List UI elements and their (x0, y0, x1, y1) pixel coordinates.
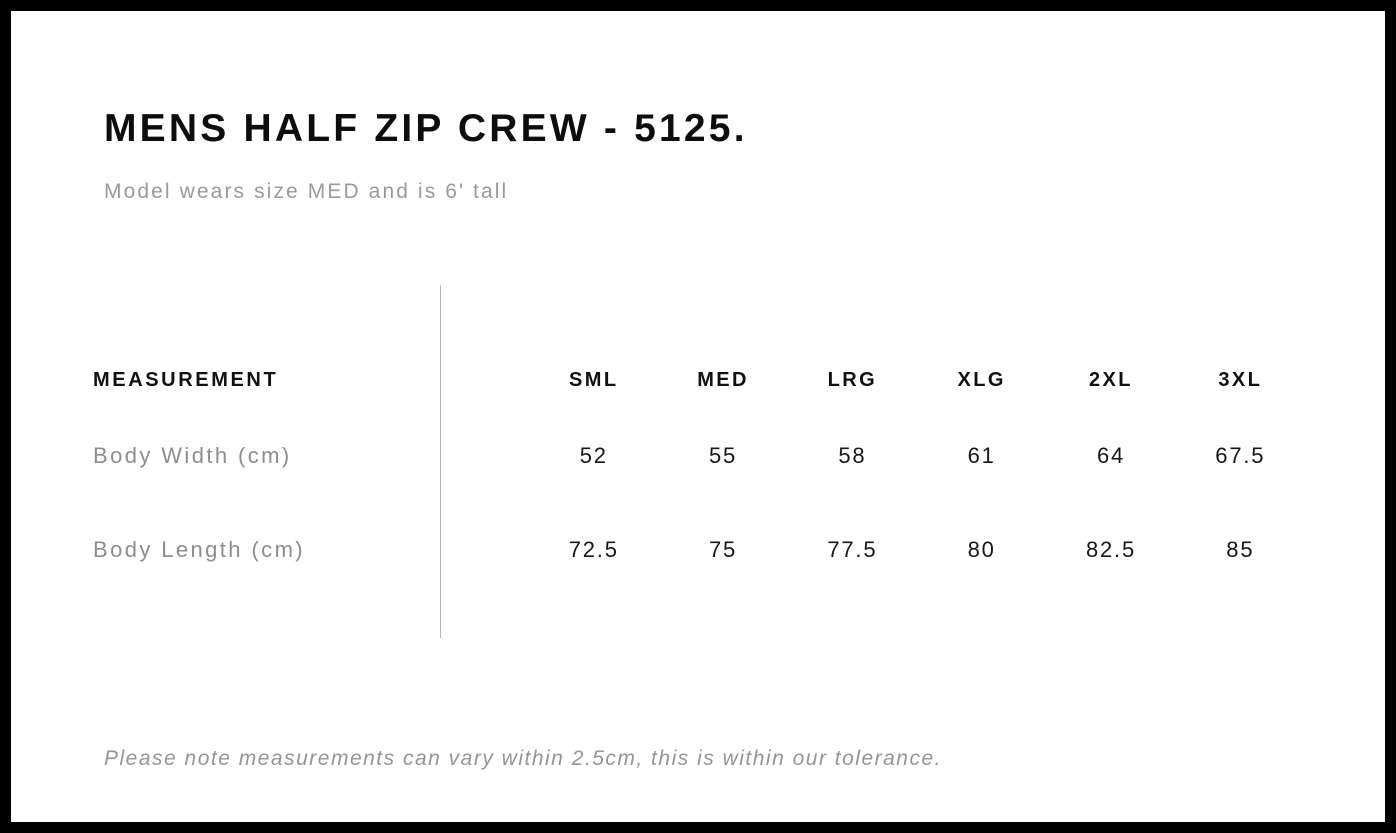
cell-body-length-xlg: 80 (967, 537, 996, 562)
cell-body-length-3xl: 85 (1226, 537, 1255, 562)
table-row: Body Length (cm) 72.5 75 77.5 80 82.5 85 (93, 503, 1305, 597)
cell-body-width-xlg: 61 (967, 443, 996, 468)
column-header-2xl: 2XL (1089, 368, 1133, 391)
cell-body-length-sml: 72.5 (568, 537, 619, 562)
column-header-lrg: LRG (827, 368, 878, 391)
cell-body-width-3xl: 67.5 (1215, 443, 1266, 468)
column-header-xlg: XLG (957, 368, 1006, 391)
cell-body-width-med: 55 (709, 443, 738, 468)
cell-body-width-sml: 52 (579, 443, 608, 468)
table-row: Body Width (cm) 52 55 58 61 64 67.5 (93, 409, 1305, 503)
chart-header: MENS HALF ZIP CREW - 5125. Model wears s… (104, 107, 1304, 204)
column-header-measurement: MEASUREMENT (93, 368, 279, 391)
cell-body-width-lrg: 58 (838, 443, 867, 468)
chart-footnote: Please note measurements can vary within… (104, 747, 943, 770)
cell-body-length-lrg: 77.5 (827, 537, 878, 562)
cell-body-length-2xl: 82.5 (1085, 537, 1136, 562)
column-header-sml: SML (569, 368, 619, 391)
column-header-3xl: 3XL (1218, 368, 1263, 391)
size-chart-card: MENS HALF ZIP CREW - 5125. Model wears s… (11, 11, 1385, 822)
table-header-row: MEASUREMENT SML MED LRG XLG 2XL 3XL (93, 351, 1305, 409)
cell-body-width-2xl: 64 (1096, 443, 1126, 468)
column-header-med: MED (697, 368, 749, 391)
cell-body-length-med: 75 (709, 537, 738, 562)
page-title: MENS HALF ZIP CREW - 5125. (104, 107, 748, 150)
size-chart-table: MEASUREMENT SML MED LRG XLG 2XL 3XL Body… (93, 351, 1305, 597)
row-label-body-length: Body Length (cm) (93, 537, 306, 562)
row-label-body-width: Body Width (cm) (93, 443, 292, 468)
column-divider (440, 285, 441, 638)
chart-subtitle: Model wears size MED and is 6' tall (104, 179, 509, 203)
